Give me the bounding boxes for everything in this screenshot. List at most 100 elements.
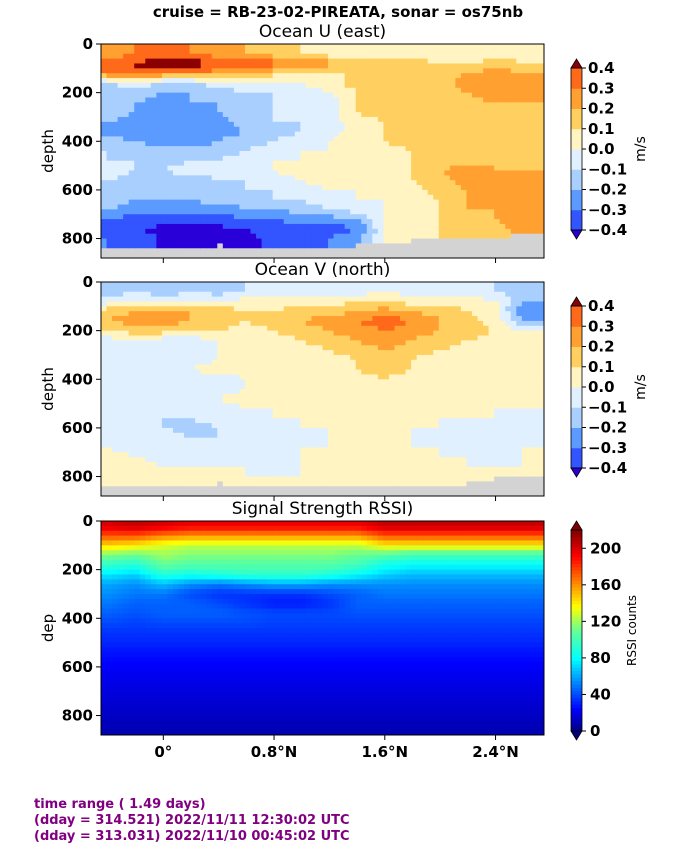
heatmap-cell <box>184 301 191 307</box>
heatmap-cell <box>117 78 124 84</box>
heatmap-cell <box>256 384 263 390</box>
heatmap-cell <box>195 476 202 483</box>
heatmap-cell <box>217 189 224 196</box>
heatmap-cell <box>244 68 252 74</box>
heatmap-cell <box>278 306 285 312</box>
heatmap-cell <box>494 185 501 191</box>
heatmap-cell <box>422 243 429 249</box>
heatmap-cell <box>139 223 146 230</box>
heatmap-cell <box>311 223 318 230</box>
heatmap-cell <box>112 136 119 142</box>
heatmap-cell <box>117 481 124 487</box>
heatmap-cell <box>460 243 468 249</box>
heatmap-cell <box>222 457 229 463</box>
heatmap-cell <box>250 403 257 410</box>
heatmap-cell <box>411 126 418 133</box>
heatmap-cell <box>184 63 191 69</box>
heatmap-cell <box>233 48 241 55</box>
heatmap-cell <box>250 209 257 215</box>
heatmap-cell <box>156 141 163 147</box>
heatmap-cell <box>538 102 544 108</box>
heatmap-cell <box>195 209 202 215</box>
heatmap-cell <box>145 384 152 390</box>
heatmap-cell <box>272 185 279 191</box>
heatmap-cell <box>134 214 141 220</box>
heatmap-cell <box>222 452 229 458</box>
heatmap-cell <box>477 151 484 157</box>
heatmap-cell <box>538 58 544 65</box>
heatmap-cell <box>145 209 152 215</box>
heatmap-cell <box>161 340 169 346</box>
heatmap-cell <box>195 466 202 473</box>
heatmap-cell <box>211 107 218 113</box>
heatmap-cell <box>516 53 523 60</box>
heatmap-cell <box>189 131 196 138</box>
heatmap-cell <box>101 194 108 201</box>
heatmap-cell <box>200 403 207 410</box>
heatmap-cell <box>355 121 362 128</box>
heatmap-cell <box>521 214 528 220</box>
heatmap-cell <box>139 447 146 453</box>
heatmap-cell <box>244 398 252 405</box>
heatmap-cell <box>394 233 401 240</box>
heatmap-cell <box>184 457 191 463</box>
heatmap-cell <box>106 291 113 298</box>
heatmap-cell <box>228 160 235 167</box>
heatmap-cell <box>233 219 241 225</box>
heatmap-cell <box>416 97 423 103</box>
heatmap-cell <box>460 121 468 128</box>
heatmap-cell <box>139 112 146 118</box>
heatmap-cell <box>361 44 368 50</box>
heatmap-cell <box>261 286 268 293</box>
heatmap-cell <box>311 189 318 196</box>
heatmap-cell <box>139 155 146 162</box>
heatmap-cell <box>134 384 141 390</box>
heatmap-cell <box>233 151 241 157</box>
heatmap-cell <box>184 97 191 103</box>
heatmap-cell <box>311 180 318 186</box>
heatmap-cell <box>145 78 152 84</box>
heatmap-cell <box>267 457 274 463</box>
heatmap-cell <box>101 209 108 215</box>
heatmap-cell <box>267 320 274 327</box>
heatmap-cell <box>139 92 146 99</box>
heatmap-cell <box>150 296 157 303</box>
heatmap-cell <box>189 151 196 157</box>
heatmap-cell <box>244 53 252 60</box>
heatmap-cell <box>344 209 351 215</box>
heatmap-cell <box>433 121 440 128</box>
heatmap-cell <box>372 194 379 201</box>
heatmap-cell <box>106 427 113 434</box>
heatmap-cell <box>411 78 418 84</box>
heatmap-cell <box>333 233 340 240</box>
heatmap-cell <box>244 78 252 84</box>
heatmap-cell <box>211 403 218 410</box>
heatmap-cell <box>128 398 135 405</box>
heatmap-cell <box>267 78 274 84</box>
heatmap-cell <box>217 58 224 65</box>
heatmap-cell <box>244 92 252 99</box>
heatmap-cell <box>372 112 379 118</box>
heatmap-cell <box>217 223 224 230</box>
heatmap-cell <box>200 126 207 133</box>
heatmap-cell <box>206 296 213 303</box>
heatmap-cell <box>112 345 119 351</box>
heatmap-cell <box>112 248 119 254</box>
heatmap-cell <box>123 68 130 74</box>
heatmap-cell <box>233 228 241 235</box>
heatmap-cell <box>267 330 274 337</box>
heatmap-cell <box>189 427 196 434</box>
heatmap-cell <box>101 112 108 118</box>
heatmap-cell <box>350 141 357 147</box>
heatmap-cell <box>261 194 268 201</box>
heatmap-cell <box>361 180 368 186</box>
heatmap-cell <box>372 170 379 176</box>
heatmap-cell <box>494 155 501 162</box>
heatmap-cell <box>400 228 407 235</box>
heatmap-cell <box>244 282 252 288</box>
heatmap-cell <box>244 301 252 307</box>
heatmap-cell <box>477 53 484 60</box>
heatmap-cell <box>521 160 528 167</box>
heatmap-cell <box>444 248 451 254</box>
heatmap-cell <box>239 194 246 201</box>
